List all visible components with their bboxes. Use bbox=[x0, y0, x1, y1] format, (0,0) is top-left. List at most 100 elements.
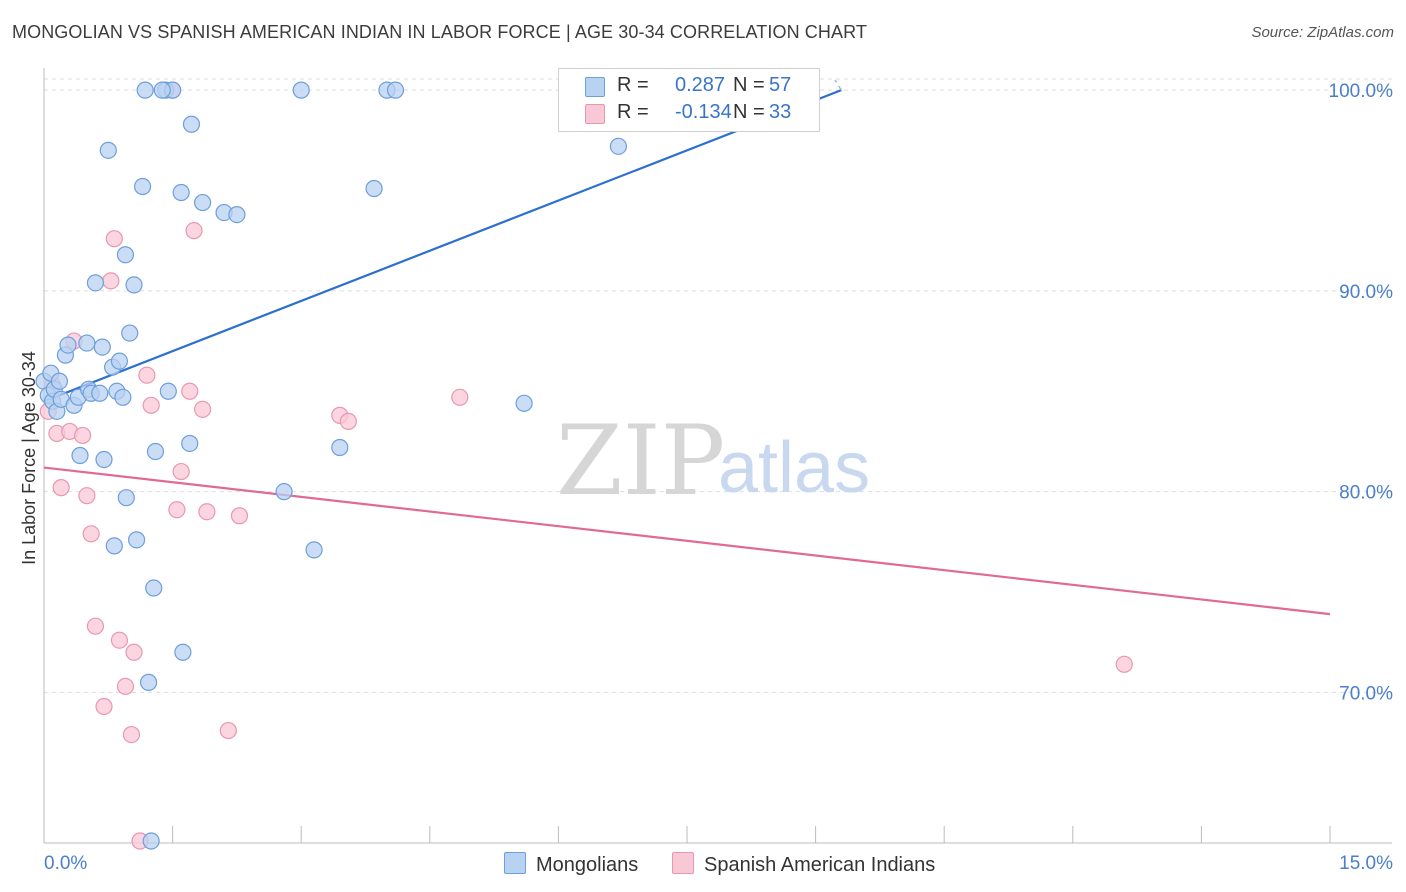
legend-r-label: R = bbox=[617, 101, 649, 123]
spanish-point bbox=[102, 272, 120, 290]
bottom-legend-mongolians: Mongolians bbox=[504, 852, 638, 877]
legend-n-label: N = bbox=[733, 101, 765, 123]
spanish-legend-label: Spanish American Indians bbox=[704, 854, 936, 876]
correlation-legend: R = 0.287 N = 57 R = -0.134 N = 33 bbox=[558, 68, 820, 132]
mongolian-point bbox=[121, 324, 139, 342]
mongolian-point bbox=[91, 384, 109, 402]
y-tick-label: 80.0% bbox=[1339, 483, 1393, 504]
axes bbox=[43, 68, 1392, 844]
legend-n-value: 57 bbox=[769, 74, 792, 96]
mongolian-point bbox=[159, 382, 177, 400]
spanish-point bbox=[142, 396, 160, 414]
spanish-point bbox=[122, 725, 141, 744]
mongolian-point bbox=[142, 832, 160, 850]
mongolian-point bbox=[125, 276, 143, 294]
mongolian-point bbox=[194, 193, 212, 212]
legend-r-label: R = bbox=[617, 74, 649, 96]
trend-lines bbox=[43, 79, 1331, 616]
mongolian-point bbox=[114, 388, 132, 406]
spanish-point bbox=[168, 501, 186, 519]
legend-r-value: 0.287 bbox=[675, 74, 726, 96]
spanish-swatch bbox=[585, 104, 605, 124]
data-points bbox=[35, 81, 1133, 850]
spanish-trend-line bbox=[43, 466, 1331, 616]
spanish-point bbox=[95, 697, 113, 716]
y-tick-label: 100.0% bbox=[1329, 81, 1394, 102]
mongolian-point bbox=[172, 183, 190, 202]
spanish-point bbox=[230, 507, 249, 525]
spanish-point bbox=[451, 388, 469, 406]
mongolian-point bbox=[86, 274, 105, 292]
spanish-point bbox=[194, 400, 212, 418]
spanish-point bbox=[198, 503, 216, 521]
mongolian-point bbox=[139, 673, 158, 691]
mongolian-point bbox=[331, 438, 349, 457]
mongolian-point bbox=[305, 541, 323, 559]
watermark-zip: ZIP bbox=[556, 405, 725, 517]
spanish-point bbox=[82, 525, 100, 543]
legend-n-label: N = bbox=[733, 74, 765, 96]
y-axis-label: In Labor Force | Age 30-34 bbox=[19, 351, 39, 565]
x-tick-label: 0.0% bbox=[44, 853, 87, 874]
mongolians-legend-swatch bbox=[504, 852, 526, 874]
mongolian-point bbox=[50, 372, 69, 390]
mongolian-point bbox=[95, 450, 113, 469]
spanish-point bbox=[116, 677, 135, 696]
mongolian-point bbox=[110, 352, 129, 370]
spanish-point bbox=[138, 366, 156, 384]
mongolian-point bbox=[145, 579, 163, 597]
grid-lines bbox=[44, 78, 1392, 693]
mongolian-point bbox=[71, 446, 89, 465]
spanish-point bbox=[181, 382, 199, 400]
spanish-point bbox=[110, 631, 129, 649]
spanish-point bbox=[339, 412, 357, 430]
x-tick-label: 15.0% bbox=[1339, 853, 1393, 874]
spanish-point bbox=[125, 643, 143, 661]
mongolian-point bbox=[127, 531, 146, 549]
legend-n-value: 33 bbox=[769, 101, 792, 123]
spanish-point bbox=[1115, 655, 1133, 673]
mongolian-point bbox=[275, 483, 293, 501]
mongolian-point bbox=[609, 137, 628, 155]
y-tick-label: 70.0% bbox=[1339, 683, 1393, 704]
bottom-legend-spanish: Spanish American Indians bbox=[672, 852, 935, 877]
y-tick-labels: 70.0% 80.0% 90.0% 100.0% bbox=[1329, 81, 1394, 704]
mongolians-legend-label: Mongolians bbox=[536, 854, 639, 876]
spanish-point bbox=[78, 487, 96, 505]
mongolian-point bbox=[146, 442, 165, 461]
mongolian-point bbox=[174, 643, 192, 661]
mongolian-point bbox=[228, 205, 246, 224]
mongolian-point bbox=[386, 81, 405, 99]
mongolian-point bbox=[365, 179, 383, 198]
mongolians-trend-line bbox=[43, 89, 842, 403]
mongolian-point bbox=[182, 115, 201, 133]
mongolian-point bbox=[153, 81, 171, 99]
mongolian-point bbox=[136, 81, 154, 99]
mongolian-point bbox=[105, 537, 123, 555]
source-label: Source: ZipAtlas.com bbox=[1251, 24, 1394, 41]
spanish-point bbox=[73, 426, 92, 445]
spanish-point bbox=[219, 721, 237, 740]
mongolian-point bbox=[116, 246, 135, 264]
mongolian-point bbox=[78, 334, 96, 352]
mongolian-point bbox=[515, 394, 533, 412]
mongolian-point bbox=[59, 336, 77, 354]
chart-title: MONGOLIAN VS SPANISH AMERICAN INDIAN IN … bbox=[12, 22, 867, 42]
mongolian-point bbox=[181, 434, 199, 453]
mongolians-swatch bbox=[585, 77, 605, 97]
mongolian-point bbox=[93, 338, 111, 356]
spanish-point bbox=[185, 222, 203, 240]
mongolian-point bbox=[133, 177, 152, 196]
spanish-point bbox=[105, 230, 123, 248]
mongolians-trend-extension bbox=[834, 79, 842, 91]
watermark-atlas: atlas bbox=[718, 428, 870, 508]
x-tick-labels: 0.0% 15.0% bbox=[44, 853, 1393, 874]
legend-r-value: -0.134 bbox=[675, 101, 732, 123]
spanish-legend-swatch bbox=[672, 852, 694, 874]
mongolian-point bbox=[292, 81, 310, 99]
spanish-point bbox=[52, 479, 70, 497]
mongolian-point bbox=[99, 141, 117, 159]
spanish-point bbox=[86, 617, 105, 635]
y-tick-label: 90.0% bbox=[1339, 282, 1393, 303]
